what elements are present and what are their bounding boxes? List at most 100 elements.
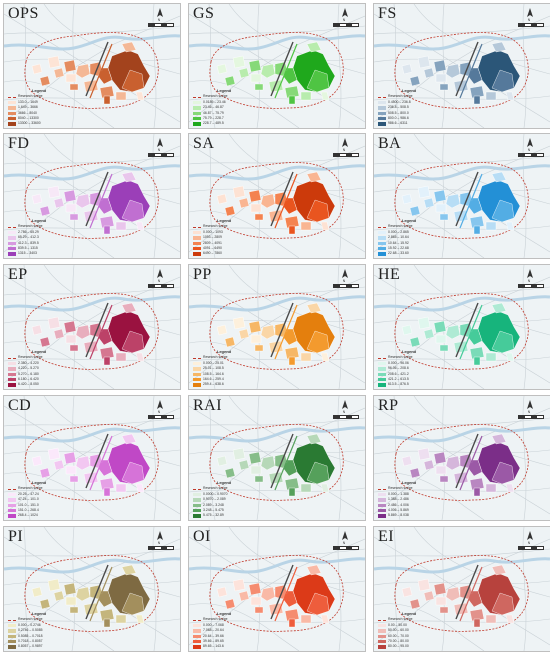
legend-item: 5.869 – 8.038 bbox=[378, 513, 440, 518]
district bbox=[135, 483, 145, 493]
north-arrow-icon: N bbox=[146, 269, 174, 291]
district bbox=[260, 324, 276, 340]
legend-swatch bbox=[193, 645, 201, 649]
district bbox=[121, 564, 137, 576]
legend-item: 268.4 – 1024 bbox=[8, 513, 70, 518]
scale-bar bbox=[333, 284, 359, 288]
district bbox=[300, 614, 312, 624]
district bbox=[288, 487, 296, 497]
legend: Legend Research scope 0.0000 – 0.9070 0.907… bbox=[193, 480, 255, 519]
panel-title: EI bbox=[378, 528, 395, 545]
district bbox=[435, 465, 447, 475]
legend-title: Legend bbox=[401, 218, 417, 223]
district bbox=[99, 85, 115, 99]
district bbox=[469, 608, 485, 622]
district bbox=[320, 352, 330, 362]
legend-item-boundary: Research scope bbox=[8, 224, 70, 229]
district bbox=[31, 193, 43, 205]
legend: Legend Research scope 20.25 – 47.24 47.24 –… bbox=[8, 480, 70, 519]
district bbox=[39, 75, 51, 87]
legend-item: 2809 – 4091 bbox=[193, 241, 255, 246]
legend-swatch bbox=[8, 122, 16, 126]
legend-item: 0.000 – 25.01 bbox=[193, 361, 255, 366]
legend-label: 259.4 – 638.6 bbox=[203, 382, 224, 387]
district-polygons bbox=[31, 564, 151, 628]
district bbox=[31, 63, 43, 75]
panel-title: FD bbox=[8, 135, 30, 152]
district bbox=[491, 564, 507, 576]
legend-item: 2.486 – 4.006 bbox=[378, 503, 440, 508]
legend-label: 1315 – 3403 bbox=[18, 251, 37, 256]
district bbox=[469, 215, 485, 229]
legend-item: 10.64 – 15.92 bbox=[378, 241, 440, 246]
district bbox=[224, 598, 236, 610]
panel-title: HE bbox=[378, 266, 401, 283]
legend-title: Legend bbox=[401, 611, 417, 616]
district bbox=[453, 471, 469, 485]
district bbox=[469, 346, 485, 360]
map-canvas bbox=[374, 265, 550, 389]
river bbox=[4, 34, 180, 51]
legend-label: 2.486 – 4.006 bbox=[388, 502, 409, 507]
legend-item: 5.475 – 32.89 bbox=[193, 513, 255, 518]
legend-item: 2.865 – 10.64 bbox=[378, 235, 440, 240]
district bbox=[121, 41, 137, 53]
map-panel-pp: PP N Legend Research scope 0.000 – 25.01 25.0… bbox=[188, 264, 366, 390]
legend: Legend Research scope 2.786 – 65.29 65.29 –… bbox=[8, 218, 70, 257]
corridor-line bbox=[270, 41, 294, 97]
legend-title: Legend bbox=[216, 88, 232, 93]
district bbox=[69, 83, 79, 91]
boundary-swatch bbox=[8, 226, 16, 228]
district bbox=[435, 334, 447, 344]
legend-label: 108.5 – 164.6 bbox=[203, 371, 224, 376]
legend-item: 259.4 – 638.6 bbox=[193, 382, 255, 387]
district bbox=[409, 205, 421, 217]
legend-swatch bbox=[193, 492, 201, 497]
legend-item: 228.7 – 489.5 bbox=[193, 121, 255, 126]
legend-title: Legend bbox=[401, 349, 417, 354]
legend-item: 80.00 – 95.00 bbox=[378, 644, 440, 649]
panel-title: CD bbox=[8, 397, 32, 414]
legend-label: 13300 – 33600 bbox=[18, 121, 41, 126]
legend-label: 4.220 – 5.270 bbox=[18, 366, 39, 371]
scale-bar bbox=[518, 546, 544, 550]
district bbox=[39, 467, 51, 479]
legend-item: 7.068 – 20.64 bbox=[193, 628, 255, 633]
legend-item: 3666 – 8040 bbox=[8, 111, 70, 116]
district bbox=[238, 459, 250, 471]
district bbox=[306, 41, 322, 53]
district bbox=[63, 59, 77, 73]
legend-swatch bbox=[8, 241, 16, 246]
district bbox=[284, 346, 300, 360]
legend-label: 23.46 – 46.87 bbox=[203, 105, 224, 110]
district bbox=[473, 487, 481, 497]
district-polygons bbox=[401, 302, 521, 366]
legend-swatch bbox=[193, 367, 201, 371]
legend-label: 839.5 – 1315 bbox=[18, 245, 38, 250]
scale-bar bbox=[148, 153, 174, 157]
legend-swatch bbox=[193, 629, 201, 633]
boundary-swatch bbox=[378, 488, 386, 490]
map-canvas bbox=[4, 4, 180, 128]
legend-title: Legend bbox=[31, 480, 47, 485]
legend-label: Research scope bbox=[388, 617, 413, 622]
north-arrow-icon: N bbox=[146, 531, 174, 553]
district bbox=[31, 586, 43, 598]
legend-label: 151.0 – 268.4 bbox=[18, 507, 39, 512]
legend-label: Research scope bbox=[388, 224, 413, 229]
legend-item-boundary: Research scope bbox=[193, 486, 255, 491]
district bbox=[121, 461, 145, 485]
legend-item: 39.66 – 89.65 bbox=[193, 639, 255, 644]
district bbox=[473, 356, 481, 366]
district bbox=[65, 203, 77, 213]
legend-item-boundary: Research scope bbox=[193, 355, 255, 360]
district bbox=[135, 221, 145, 231]
legend-label: 20.64 – 39.66 bbox=[203, 633, 224, 638]
scale-bar bbox=[518, 23, 544, 27]
legend-title: Legend bbox=[216, 349, 232, 354]
district bbox=[224, 336, 236, 348]
district bbox=[401, 193, 413, 205]
river bbox=[4, 557, 180, 574]
legend-label: 89.65 – 143.6 bbox=[203, 644, 224, 649]
map-canvas bbox=[4, 134, 180, 258]
